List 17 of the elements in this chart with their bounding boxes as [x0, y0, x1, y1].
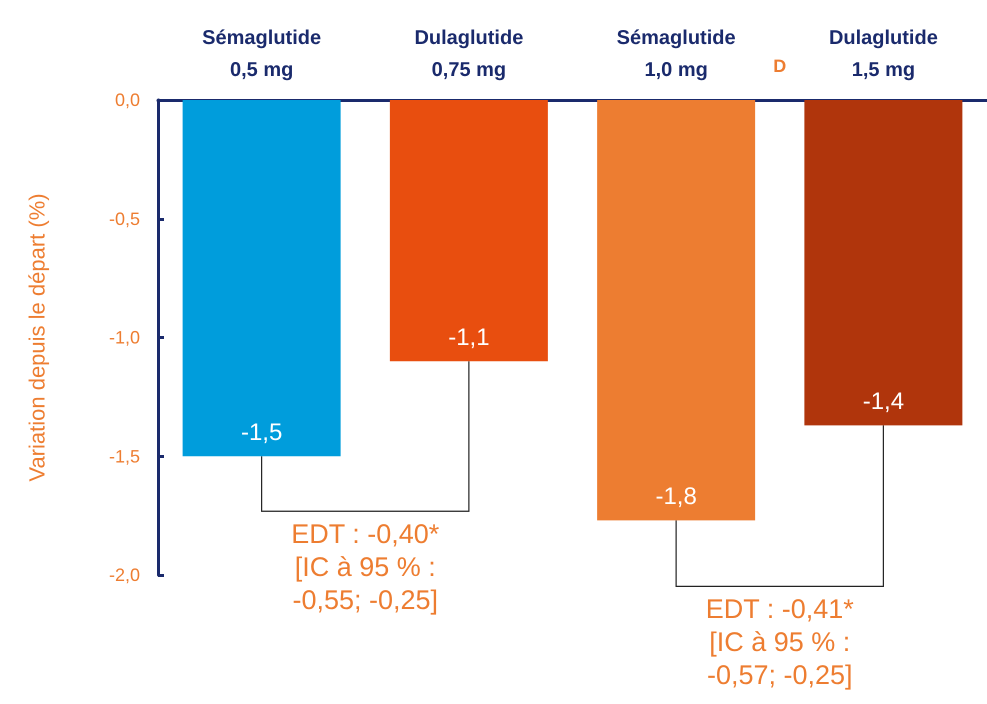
y-tick-label: -1,0	[108, 328, 140, 348]
data-label: -1,5	[240, 418, 282, 446]
y-tick-label: -2,0	[108, 565, 140, 585]
x-tick-label: Sémaglutide 1,0 mg	[616, 27, 736, 81]
x-tick-label: Dulaglutide 0,75 mg	[414, 27, 524, 81]
annotation: EDT : -0,40* [IC à 95 % : -0,55; -0,25]	[291, 518, 440, 615]
data-label: -1,8	[655, 482, 697, 510]
y-tick-label: -1,5	[108, 446, 140, 466]
y-tick-label: -0,5	[108, 208, 140, 229]
y-tick-label: 0,0	[114, 90, 140, 110]
data-label: -1,1	[448, 324, 490, 351]
x-tick-label: Dulaglutide 1,5 mg	[828, 27, 938, 81]
text: EDT : -0,41* [IC à 95 % : -0,57; -0,25]	[706, 594, 854, 690]
text: D	[773, 56, 786, 76]
y-axis-title: Variation depuis le départ (%)	[24, 193, 50, 482]
data-label: -1,4	[862, 388, 904, 415]
x-tick-label: Sémaglutide 0,5 mg	[202, 27, 322, 81]
